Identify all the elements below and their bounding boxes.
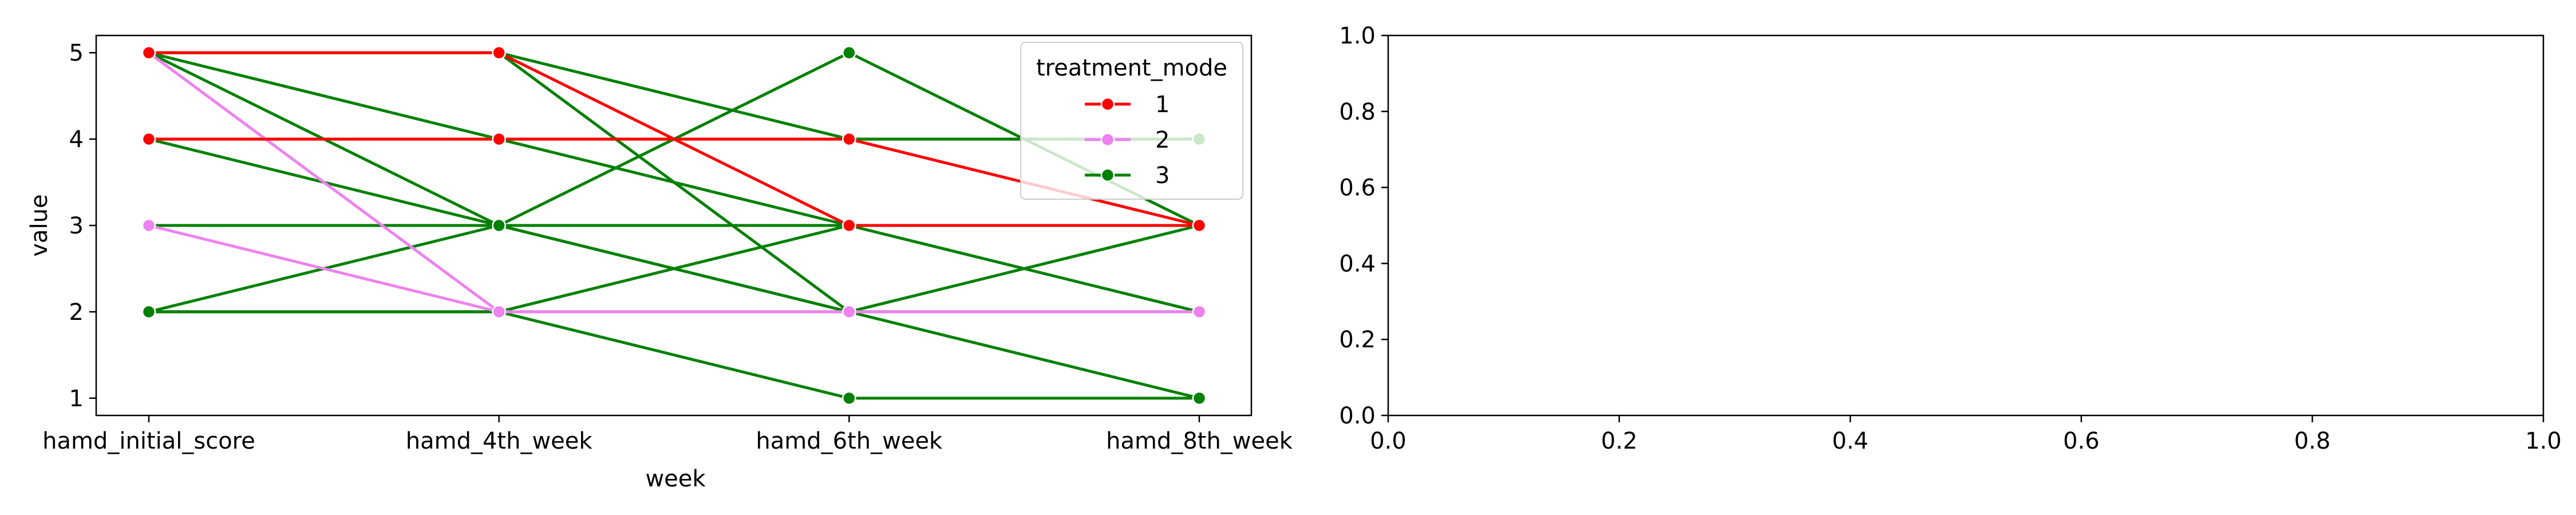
legend-entries: 1 2 3 <box>1085 92 1170 189</box>
series-line-3 <box>147 224 1201 314</box>
data-point <box>141 45 156 60</box>
legend-label: 3 <box>1155 163 1170 189</box>
y-tick-label: 1 <box>69 386 84 412</box>
y-axis-label: value <box>26 194 53 256</box>
y-tick-label: 0.4 <box>1339 251 1376 277</box>
y-ticks: 1 2 3 4 5 <box>69 40 96 412</box>
y-tick-label: 5 <box>69 40 84 66</box>
legend: treatment_mode 1 2 3 <box>1020 42 1243 200</box>
data-point <box>842 304 856 319</box>
x-tick-label: 0.2 <box>1601 428 1638 454</box>
y-tick-label: 0.2 <box>1339 327 1376 353</box>
legend-label: 1 <box>1155 92 1170 118</box>
series-points <box>141 45 1207 406</box>
y-tick-label: 0.8 <box>1339 99 1376 125</box>
data-point <box>492 304 506 319</box>
data-point <box>492 132 506 146</box>
legend-swatch-marker <box>1100 132 1115 147</box>
legend-swatch-marker <box>1100 168 1115 183</box>
data-point <box>1192 218 1207 233</box>
y-ticks: 0.0 0.2 0.4 0.6 0.8 1.0 <box>1339 23 1388 429</box>
legend-swatch-marker <box>1100 97 1115 112</box>
data-point <box>1192 391 1207 406</box>
plot-frame <box>95 34 1253 417</box>
y-tick-label: 0.0 <box>1339 403 1376 429</box>
legend-box <box>1020 42 1243 200</box>
data-point <box>492 45 506 60</box>
x-tick-label: 0.8 <box>2294 428 2331 454</box>
x-tick-label: hamd_8th_week <box>1106 428 1293 454</box>
data-point <box>492 218 506 233</box>
data-point <box>842 45 856 60</box>
x-tick-label: hamd_4th_week <box>406 428 593 454</box>
data-point <box>141 304 156 319</box>
x-tick-label: 0.6 <box>2063 428 2100 454</box>
x-tick-label: hamd_6th_week <box>756 428 943 454</box>
data-point <box>141 132 156 146</box>
x-tick-label: 0.0 <box>1370 428 1406 454</box>
x-ticks: 0.0 0.2 0.4 0.6 0.8 1.0 <box>1370 415 2562 454</box>
data-point <box>842 218 856 233</box>
data-point <box>141 218 156 233</box>
data-point <box>842 391 856 406</box>
chart-right: 0.0 0.2 0.4 0.6 0.8 1.0 0.0 0.2 0.4 0.6 0.8 1.0 <box>1339 23 2561 454</box>
x-ticks: hamd_initial_score hamd_4th_week hamd_6th_… <box>42 415 1293 454</box>
legend-label: 2 <box>1155 127 1170 153</box>
legend-title: treatment_mode <box>1036 55 1227 81</box>
data-point <box>1192 304 1207 319</box>
y-tick-label: 2 <box>69 299 84 326</box>
data-point <box>842 132 856 146</box>
y-tick-label: 3 <box>69 213 84 239</box>
x-tick-label: 1.0 <box>2525 428 2562 454</box>
y-tick-label: 1.0 <box>1339 23 1376 49</box>
y-tick-label: 0.6 <box>1339 175 1376 201</box>
x-tick-label: 0.4 <box>1832 428 1868 454</box>
x-axis-label: week <box>645 466 706 492</box>
y-tick-label: 4 <box>69 126 84 153</box>
x-tick-label: hamd_initial_score <box>42 428 255 454</box>
plot-frame <box>1387 34 2545 417</box>
